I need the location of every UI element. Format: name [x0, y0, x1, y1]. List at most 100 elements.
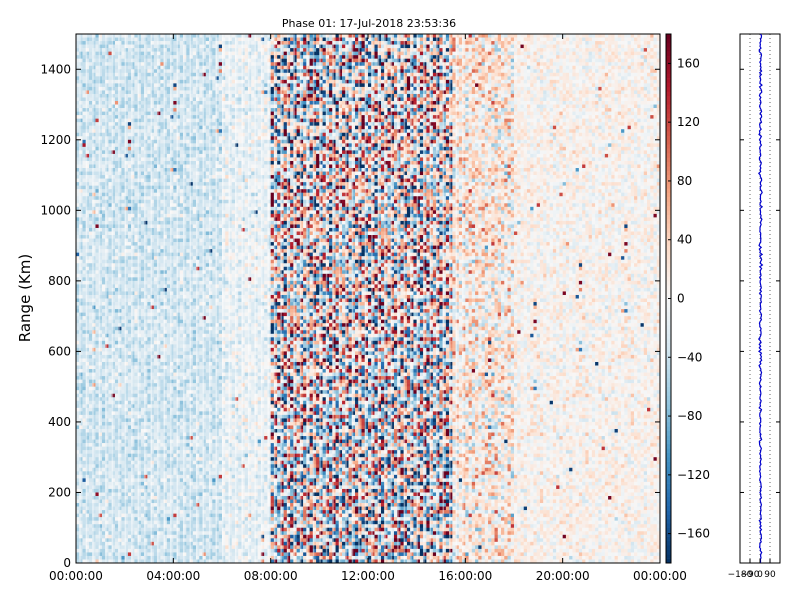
heatmap-cell: [134, 59, 137, 63]
heatmap-cell: [82, 136, 85, 140]
heatmap-cell: [121, 207, 124, 211]
heatmap-cell: [167, 489, 170, 493]
heatmap-cell: [89, 450, 92, 454]
heatmap-cell: [147, 231, 150, 235]
heatmap-cell: [89, 471, 92, 475]
heatmap-cell: [76, 344, 79, 348]
heatmap-cell: [108, 76, 111, 80]
heatmap-cell: [160, 362, 163, 366]
heatmap-cell: [121, 73, 124, 77]
heatmap-cell: [147, 172, 150, 176]
heatmap-cell: [160, 380, 163, 384]
heatmap-cell: [134, 284, 137, 288]
heatmap-cell: [121, 119, 124, 123]
heatmap-cell: [115, 69, 118, 73]
heatmap-cell: [160, 55, 163, 59]
heatmap-cell: [89, 485, 92, 489]
heatmap-cell: [160, 87, 163, 91]
heatmap-cell: [167, 334, 170, 338]
heatmap-cell: [173, 291, 176, 295]
heatmap-cell: [76, 341, 79, 345]
heatmap-cell: [154, 302, 157, 306]
heatmap-cell: [160, 143, 163, 147]
heatmap-cell: [121, 150, 124, 154]
heatmap-cell: [167, 80, 170, 84]
heatmap-cell: [76, 182, 79, 186]
heatmap-cell: [167, 52, 170, 56]
heatmap-cell: [102, 295, 105, 299]
heatmap-cell: [115, 221, 118, 225]
heatmap-cell: [134, 253, 137, 257]
heatmap-cell: [134, 507, 137, 511]
heatmap-cell: [102, 270, 105, 274]
heatmap-cell: [134, 531, 137, 535]
heatmap-cell: [95, 157, 98, 161]
heatmap-cell: [134, 200, 137, 204]
heatmap-cell: [121, 189, 124, 193]
heatmap-cell: [128, 214, 131, 218]
heatmap-cell: [108, 101, 111, 105]
heatmap-cell: [89, 172, 92, 176]
heatmap-cell: [134, 471, 137, 475]
heatmap-cell: [141, 172, 144, 176]
heatmap-cell: [154, 66, 157, 70]
heatmap-cell: [154, 492, 157, 496]
heatmap-cell: [147, 299, 150, 303]
heatmap-cell: [82, 179, 85, 183]
heatmap-cell: [160, 299, 163, 303]
heatmap-cell: [141, 549, 144, 553]
heatmap-cell: [82, 302, 85, 306]
heatmap-cell: [108, 94, 111, 98]
heatmap-cell: [95, 73, 98, 77]
heatmap-cell: [95, 52, 98, 56]
heatmap-cell: [128, 355, 131, 359]
heatmap-cell: [76, 210, 79, 214]
heatmap-cell: [147, 418, 150, 422]
heatmap-cell: [173, 41, 176, 45]
heatmap-cell: [160, 295, 163, 299]
heatmap-cell: [95, 288, 98, 292]
heatmap-cell: [180, 468, 183, 472]
heatmap-cell: [102, 394, 105, 398]
heatmap-cell: [160, 415, 163, 419]
heatmap-cell: [134, 383, 137, 387]
heatmap-cell: [147, 108, 150, 112]
heatmap-cell: [128, 447, 131, 451]
heatmap-cell: [160, 210, 163, 214]
heatmap-cell: [141, 366, 144, 370]
heatmap-cell: [82, 288, 85, 292]
heatmap-cell: [108, 235, 111, 239]
heatmap-cell: [128, 507, 131, 511]
heatmap-cell: [102, 316, 105, 320]
heatmap-cell: [82, 66, 85, 70]
heatmap-cell: [121, 281, 124, 285]
heatmap-cell: [95, 464, 98, 468]
heatmap-cell: [147, 404, 150, 408]
heatmap-cell: [115, 189, 118, 193]
heatmap-cell: [134, 306, 137, 310]
heatmap-cell: [95, 214, 98, 218]
heatmap-cell: [173, 429, 176, 433]
heatmap-cell: [180, 291, 183, 295]
heatmap-cell: [89, 415, 92, 419]
heatmap-cell: [128, 478, 131, 482]
heatmap-cell: [115, 355, 118, 359]
heatmap-cell: [108, 122, 111, 126]
heatmap-cell: [154, 496, 157, 500]
heatmap-cell: [141, 277, 144, 281]
heatmap-cell: [134, 302, 137, 306]
heatmap-cell: [128, 482, 131, 486]
heatmap-cell: [154, 482, 157, 486]
heatmap-cell: [121, 461, 124, 465]
heatmap-cell: [95, 358, 98, 362]
heatmap-cell: [180, 376, 183, 380]
heatmap-cell: [76, 425, 79, 429]
heatmap-cell: [82, 38, 85, 42]
heatmap-cell: [115, 337, 118, 341]
heatmap-cell: [121, 55, 124, 59]
heatmap-cell: [82, 390, 85, 394]
heatmap-cell: [128, 302, 131, 306]
heatmap-cell: [141, 69, 144, 73]
heatmap-cell: [108, 531, 111, 535]
heatmap-cell: [147, 52, 150, 56]
